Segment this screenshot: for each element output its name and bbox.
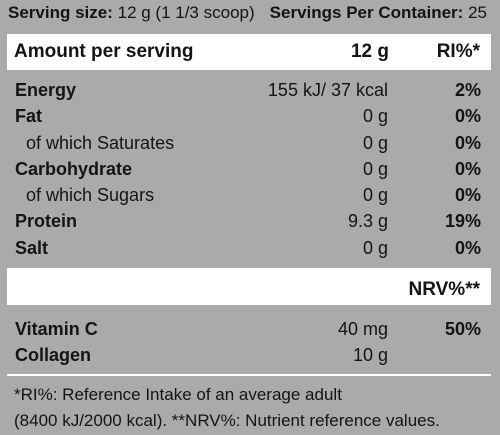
- serving-size-value: 12 g (1 1/3 scoop): [117, 3, 255, 22]
- nutrient-name: Collagen: [15, 345, 92, 366]
- nutrient-amount: 0 g: [362, 132, 388, 153]
- table-row: Carbohydrate 0 g 0%: [0, 156, 500, 182]
- table-row: of which Saturates 0 g 0%: [0, 130, 500, 156]
- table-header: Amount per serving 12 g RI%*: [7, 34, 491, 70]
- nutrient-percent: 0%: [454, 237, 481, 258]
- nutrient-amount: 0 g: [362, 185, 388, 206]
- nutrient-name: of which Saturates: [26, 132, 175, 153]
- nutrient-name: Carbohydrate: [15, 158, 133, 179]
- nutrient-percent: 0%: [454, 158, 481, 179]
- nutrient-amount: 0 g: [362, 106, 388, 127]
- nrv-header: NRV%**: [7, 268, 491, 305]
- table-row: Energy 155 kJ/ 37 kcal 2%: [0, 77, 500, 103]
- nutrient-amount: 10 g: [352, 345, 388, 366]
- table-row: Salt 0 g 0%: [0, 235, 500, 261]
- footnote-divider: [7, 374, 491, 376]
- header-amount-per-serving: Amount per serving: [14, 41, 194, 62]
- nutrient-name: Protein: [15, 211, 78, 232]
- nutrient-percent: 2%: [454, 80, 481, 100]
- nutrient-name: Energy: [15, 80, 77, 100]
- header-amount: 12 g: [350, 41, 389, 62]
- header-nrv-percent: NRV%**: [408, 279, 480, 300]
- nutrient-name: Fat: [15, 106, 42, 127]
- nutrient-percent: 0%: [454, 132, 481, 153]
- table-row: Fat 0 g 0%: [0, 103, 500, 129]
- nutrient-percent: 19%: [444, 211, 481, 232]
- nutrient-name: Vitamin C: [15, 319, 98, 339]
- nutrient-percent: 0%: [454, 106, 481, 127]
- vitamin-rows: Vitamin C 40 mg 50% Collagen 10 g: [0, 316, 500, 369]
- serving-size: Serving size: 12 g (1 1/3 scoop): [8, 0, 255, 26]
- nutrient-percent: 0%: [454, 185, 481, 206]
- nutrient-rows: Energy 155 kJ/ 37 kcal 2% Fat 0 g 0% of …: [0, 77, 500, 261]
- footnote-line-1: *RI%: Reference Intake of an average adu…: [14, 385, 342, 404]
- footnote: *RI%: Reference Intake of an average adu…: [14, 382, 494, 434]
- table-row: Vitamin C 40 mg 50%: [0, 316, 500, 342]
- nutrient-name: Salt: [15, 237, 49, 258]
- nutrient-amount: 0 g: [362, 158, 388, 179]
- servings-per-container: Servings Per Container: 25: [270, 0, 487, 26]
- servings-per-container-value: 25: [468, 3, 487, 22]
- servings-per-container-label: Servings Per Container:: [269, 3, 464, 22]
- serving-size-label: Serving size:: [8, 3, 113, 22]
- header-ri-percent: RI%*: [436, 41, 480, 62]
- table-row: of which Sugars 0 g 0%: [0, 182, 500, 208]
- nutrient-amount: 0 g: [362, 237, 388, 258]
- nutrient-amount: 155 kJ/ 37 kcal: [267, 80, 388, 100]
- nutrient-amount: 40 mg: [337, 319, 388, 339]
- table-row: Collagen 10 g: [0, 342, 500, 368]
- serving-info: Serving size: 12 g (1 1/3 scoop) Serving…: [0, 0, 500, 28]
- footnote-line-2: (8400 kJ/2000 kcal). **NRV%: Nutrient re…: [14, 411, 440, 430]
- table-row: Protein 9.3 g 19%: [0, 208, 500, 234]
- nutrient-name: of which Sugars: [26, 185, 155, 206]
- nutrient-percent: 50%: [444, 319, 481, 339]
- nutrient-amount: 9.3 g: [347, 211, 388, 232]
